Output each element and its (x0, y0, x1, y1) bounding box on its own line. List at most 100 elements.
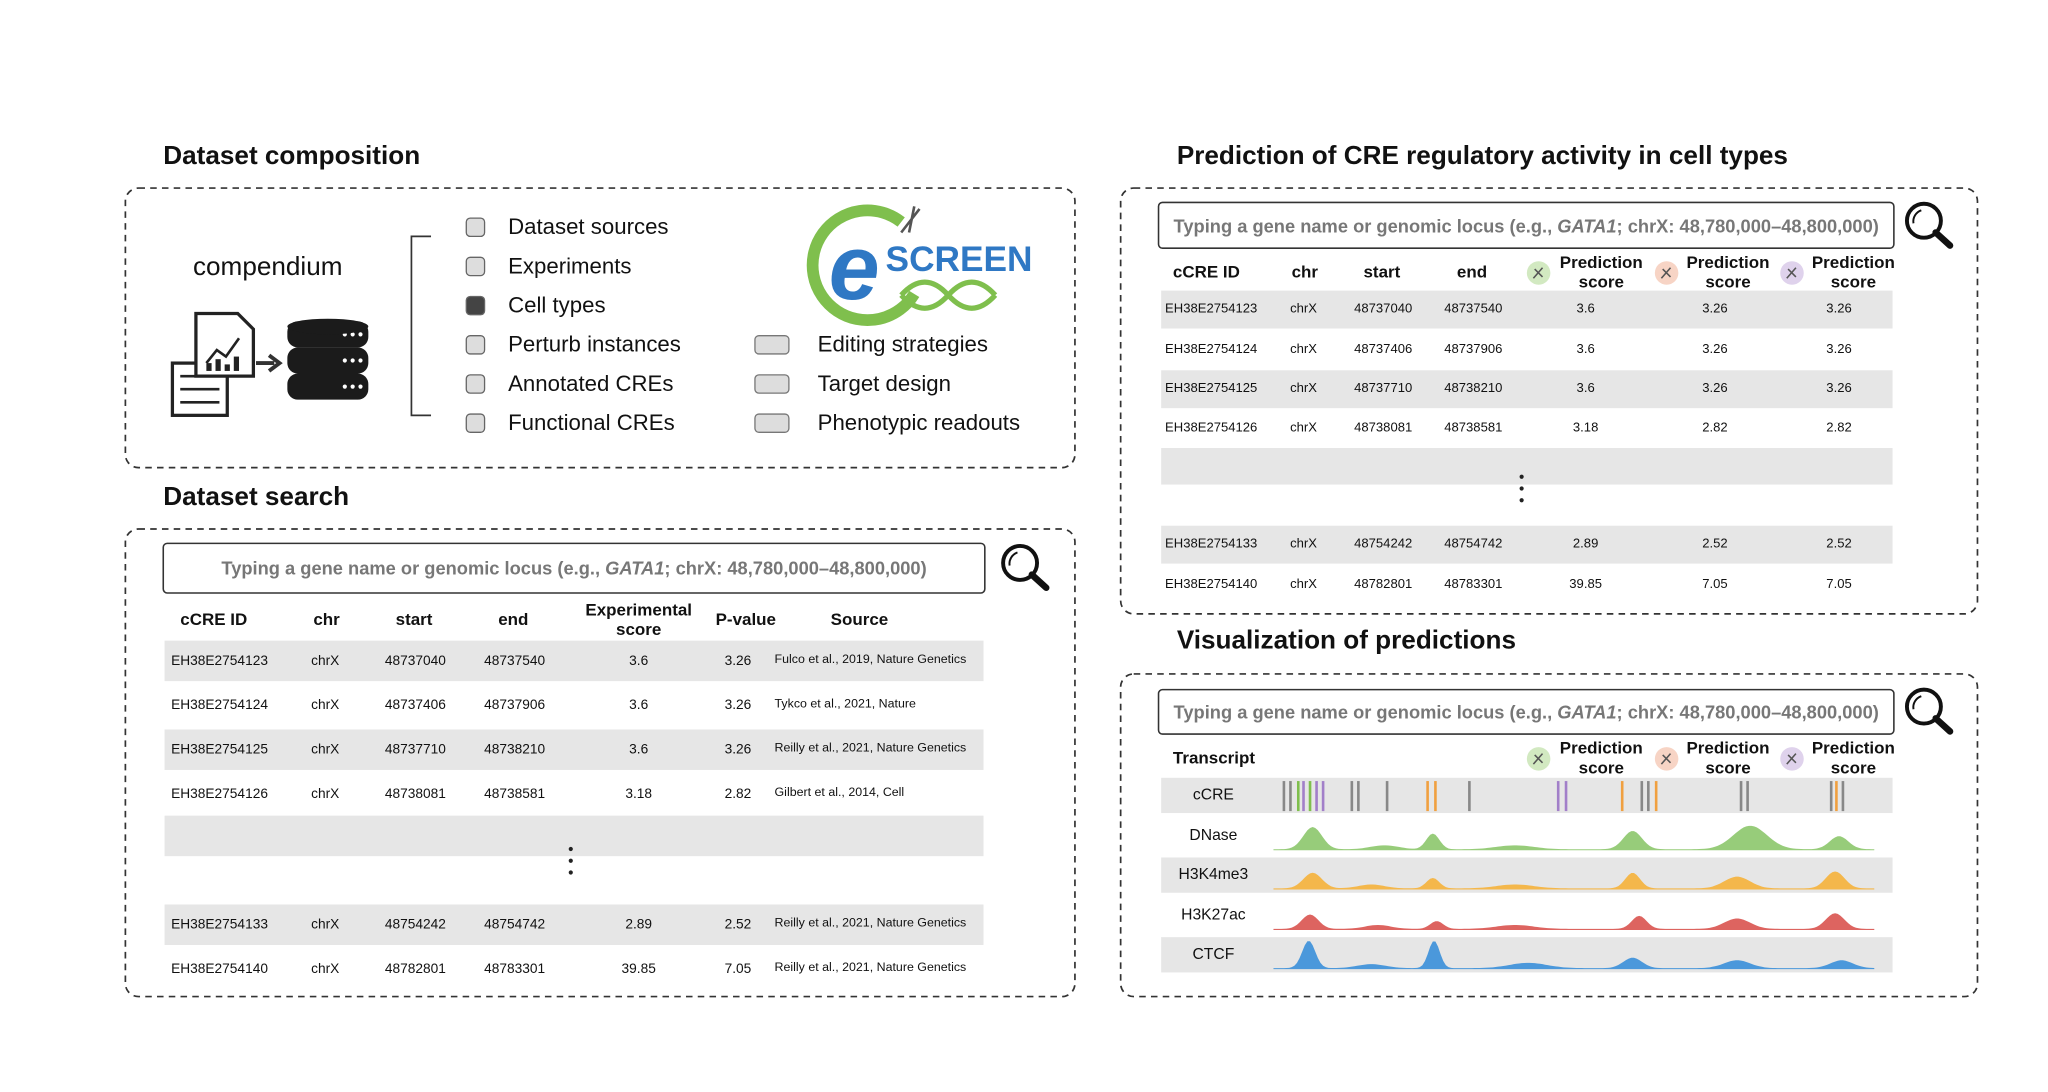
cell-type-glyph (1786, 753, 1797, 765)
track-label: cCRE (1192, 785, 1234, 804)
dataset-item: Experiments (508, 253, 632, 279)
column-header: chr (313, 609, 340, 629)
database-led (342, 358, 347, 363)
table-cell: EH38E2754126 (171, 786, 268, 802)
table-cell: 48738081 (384, 786, 446, 802)
row-shade (1161, 370, 1893, 409)
logo-scissors (900, 206, 921, 234)
placeholder-gene: GATA1 (1557, 701, 1617, 723)
tool-icon (754, 374, 790, 394)
table-cell: 3.6 (1576, 342, 1595, 357)
panel-border (1119, 673, 1979, 998)
table-cell: 7.05 (724, 961, 752, 977)
table-cell: 48737906 (484, 697, 546, 714)
placeholder-before: Typing a gene name or genomic locus (e.g… (1173, 214, 1558, 236)
table-cell: 7.05 (1826, 577, 1852, 592)
table-cell: 3.26 (1826, 381, 1852, 397)
table-cell: EH38E2754123 (171, 653, 268, 669)
placeholder-after: ; chrX: 48,780,000–48,800,000) (1616, 214, 1879, 236)
table-cell: chrX (1290, 537, 1317, 552)
table-cell: EH38E2754140 (171, 961, 268, 977)
table-cell: 3.6 (629, 653, 649, 669)
table-cell: 3.26 (1702, 381, 1728, 397)
column-header: chr (1291, 261, 1319, 282)
table-cell: EH38E2754124 (171, 697, 268, 714)
table-cell: 48737710 (384, 741, 446, 758)
table-cell: EH38E2754125 (1165, 381, 1258, 397)
search-button[interactable] (1904, 201, 1954, 249)
table-cell: chrX (1290, 302, 1317, 317)
table-cell: 48737906 (1444, 342, 1503, 357)
column-header: end (498, 609, 529, 629)
track-label: H3K4me3 (1178, 864, 1249, 884)
table-cell: EH38E2754126 (1165, 420, 1258, 436)
table-cell: chrX (311, 697, 340, 714)
table-cell: 3.6 (629, 697, 649, 714)
table-cell: 2.52 (1826, 537, 1852, 552)
table-cell: 48737040 (1354, 302, 1413, 317)
logo-text: SCREEN (885, 239, 1033, 279)
table-cell: chrX (311, 961, 340, 977)
table-cell: 48737540 (1444, 302, 1503, 317)
table-cell: chrX (311, 786, 340, 802)
panel-border (124, 187, 1076, 469)
section-title: Dataset search (163, 482, 350, 512)
search-button[interactable] (1001, 543, 1050, 592)
table-cell: Reilly et al., 2021, Nature Genetics (774, 741, 967, 756)
item-icon (465, 217, 486, 238)
search-input (1157, 688, 1895, 735)
table-cell: 3.26 (1826, 342, 1852, 357)
doc-bar (206, 363, 212, 371)
table-cell: 3.18 (625, 786, 653, 802)
magnifier-handle (1932, 715, 1954, 735)
section-title: Visualization of predictions (1176, 626, 1516, 656)
database-led (358, 332, 363, 337)
track-label: DNase (1189, 825, 1238, 844)
database-led (358, 384, 363, 389)
row-shade (1161, 777, 1893, 814)
table-cell: 48737540 (484, 653, 546, 669)
magnifier-lens (1904, 201, 1943, 240)
placeholder-gene: GATA1 (1557, 214, 1617, 236)
magnifier-glint (1912, 209, 1922, 224)
column-header: cCRE ID (180, 609, 248, 629)
table-cell: 3.6 (1576, 302, 1595, 317)
row-shade (1161, 290, 1893, 329)
table-cell: 48754242 (1354, 537, 1413, 552)
table-cell: Gilbert et al., 2014, Cell (774, 785, 905, 801)
doc-bar (224, 364, 230, 371)
table-cell: EH38E2754133 (1165, 537, 1258, 552)
table-cell: 48738581 (484, 786, 546, 802)
table-cell: chrX (1290, 381, 1317, 397)
search-placeholder[interactable]: Typing a gene name or genomic locus (e.g… (1174, 701, 1879, 722)
column-header: start (395, 609, 433, 629)
column-header: P-value (715, 609, 776, 629)
search-placeholder[interactable]: Typing a gene name or genomic locus (e.g… (1174, 215, 1879, 236)
table-cell: 48782801 (384, 961, 446, 977)
table-cell: 48754742 (484, 916, 546, 933)
ellipsis-dot (568, 858, 573, 863)
table-cell: 48737040 (384, 653, 446, 669)
table-cell: 2.89 (625, 916, 653, 933)
section-title: Prediction of CRE regulatory activity in… (1176, 141, 1788, 171)
table-cell: 48782801 (1354, 577, 1413, 592)
cell-type-glyph (1532, 267, 1544, 279)
table-cell: 2.52 (724, 916, 752, 933)
panel-border (124, 528, 1076, 998)
table-cell: Reilly et al., 2021, Nature Genetics (774, 960, 967, 976)
database-led (350, 358, 355, 363)
tool-item: Editing strategies (817, 332, 988, 357)
table-cell: 48754742 (1444, 537, 1503, 552)
panel-border (1119, 187, 1979, 615)
table-cell: 2.82 (1826, 420, 1852, 436)
column-header: start (1363, 261, 1401, 282)
search-placeholder[interactable]: Typing a gene name or genomic locus (e.g… (221, 558, 926, 579)
search-button[interactable] (1904, 687, 1954, 735)
tool-item: Phenotypic readouts (817, 410, 1021, 436)
cell-type-glyph (1660, 753, 1672, 765)
placeholder-before: Typing a gene name or genomic locus (e.g… (1173, 701, 1558, 723)
table-cell: 3.18 (1572, 420, 1599, 436)
table-cell: chrX (1290, 577, 1317, 592)
tool-icon (754, 335, 790, 355)
